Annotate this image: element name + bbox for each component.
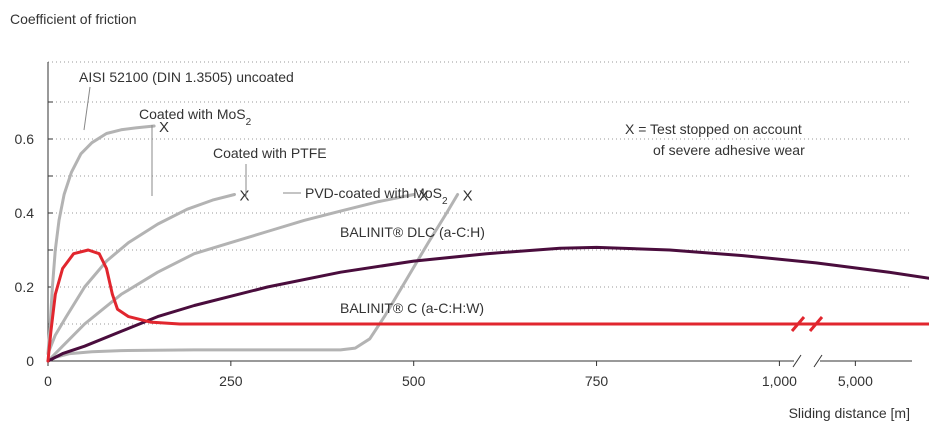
axis-break-right (813, 354, 823, 368)
axis-break-left (792, 354, 802, 368)
data-series: X X X X (46, 119, 929, 363)
series-label-1: Coated with MoS2 (139, 106, 252, 128)
series-label-4: BALINIT® DLC (a-C:H) (340, 224, 485, 240)
x-tick-label-0: 0 (44, 373, 52, 389)
series-break-b (808, 316, 824, 332)
stop-marker-1: X (240, 188, 250, 205)
x-tick-label-1: 250 (219, 373, 243, 389)
x-axis-label: Sliding distance [m] (789, 405, 910, 421)
gridlines (48, 61, 912, 325)
series-line-5 (46, 248, 929, 363)
x-tick-label-2: 500 (402, 373, 426, 389)
y-axis-ticks: 0 0.2 0.4 0.6 (15, 131, 35, 369)
series-line-0 (46, 124, 156, 356)
y-tick-label-2: 0.4 (15, 205, 35, 221)
y-tick-label-1: 0.2 (15, 279, 35, 295)
stop-marker-2: X (419, 188, 429, 205)
series-label-3: PVD-coated with MoS2 (305, 185, 448, 207)
series-line-2 (46, 193, 416, 363)
series-label-2: Coated with PTFE (213, 145, 327, 161)
x-tick-label-3: 750 (585, 373, 609, 389)
leader-0 (83, 86, 91, 131)
series-labels: AISI 52100 (DIN 1.3505) uncoated Coated w… (79, 69, 485, 316)
series-line-4 (46, 245, 929, 363)
stop-marker-3: X (463, 188, 473, 205)
legend-note-line2: of severe adhesive wear (653, 142, 805, 158)
axes (47, 62, 912, 368)
series-label-0: AISI 52100 (DIN 1.3505) uncoated (79, 69, 294, 85)
series-line-3 (46, 193, 460, 363)
y-tick-label-0: 0 (26, 353, 34, 369)
y-tick-label-3: 0.6 (15, 131, 35, 147)
series-label-5: BALINIT® C (a-C:H:W) (340, 300, 484, 316)
series-break-a (790, 316, 806, 332)
stop-marker-0: X (159, 119, 169, 136)
legend-note-line1: X = Test stopped on account (625, 121, 802, 137)
x-tick-label-8: 5,000 (838, 373, 873, 389)
series-line-1 (46, 193, 236, 356)
x-tick-label-4: 1,000 (762, 373, 797, 389)
y-axis-label: Coefficient of friction (10, 11, 137, 27)
